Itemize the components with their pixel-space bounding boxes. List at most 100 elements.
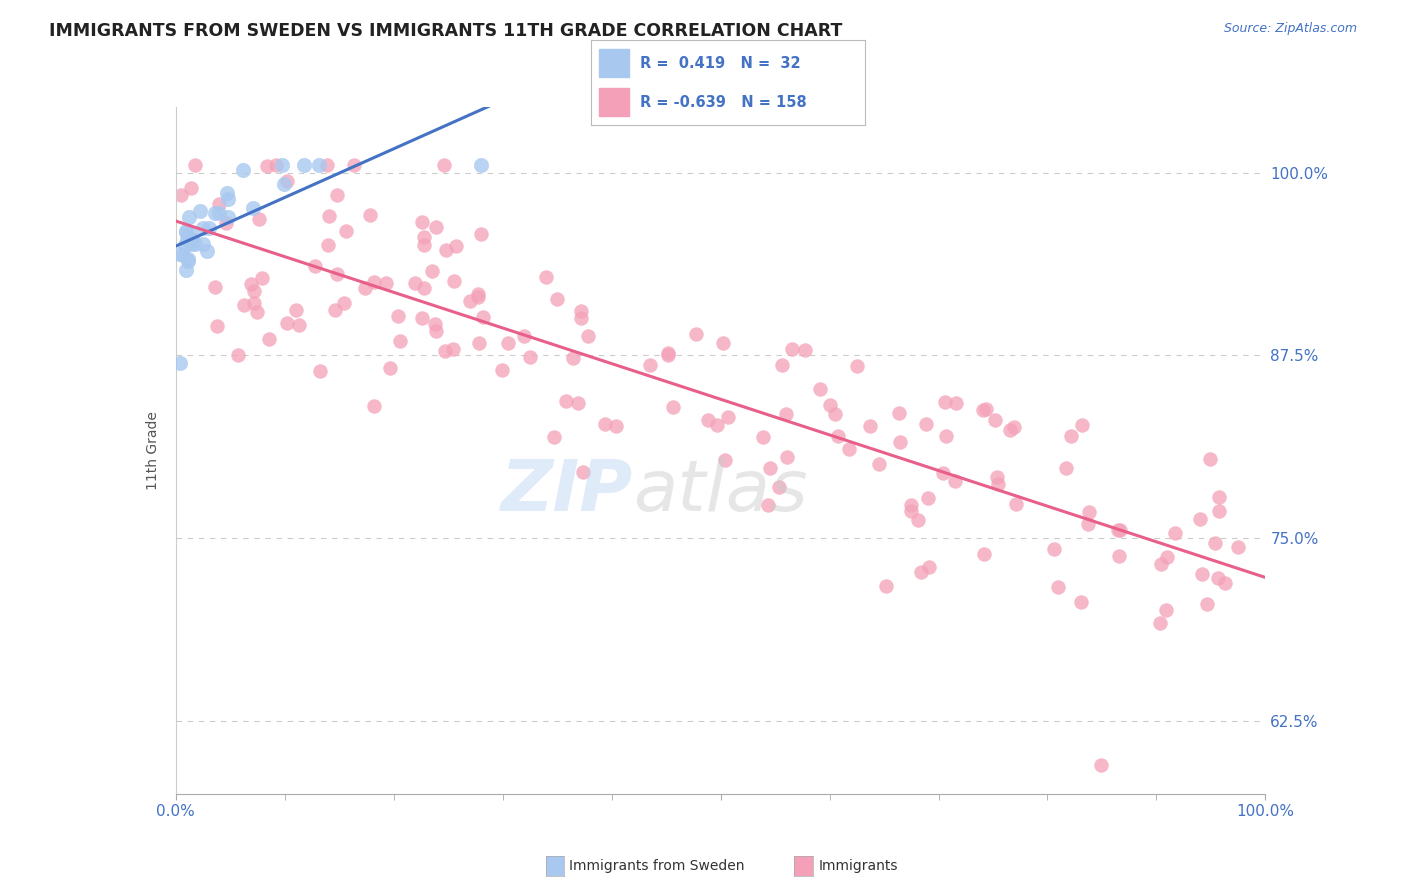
Point: [662, 400, 685, 414]
Point: [226, 348, 249, 362]
Point: [181, 233, 204, 247]
Point: [411, 215, 433, 229]
Point: [387, 309, 409, 323]
Point: [180, 232, 202, 246]
Point: [1070, 595, 1092, 609]
Point: [308, 159, 330, 173]
Point: [986, 476, 1008, 491]
Point: [433, 159, 456, 173]
Point: [1208, 504, 1230, 518]
Point: [413, 230, 436, 244]
Point: [974, 401, 997, 416]
Point: [875, 578, 897, 592]
Point: [270, 159, 292, 173]
Point: [1046, 580, 1069, 594]
Point: [889, 435, 911, 450]
Y-axis label: 11th Grade: 11th Grade: [146, 411, 160, 490]
Point: [411, 311, 433, 326]
Point: [467, 290, 489, 304]
Point: [204, 206, 226, 220]
Point: [657, 348, 679, 362]
Point: [388, 334, 411, 348]
Point: [233, 298, 256, 312]
Point: [571, 310, 593, 325]
Point: [1164, 526, 1187, 541]
Point: [935, 428, 957, 442]
Point: [215, 186, 238, 200]
Point: [276, 316, 298, 330]
Point: [1077, 517, 1099, 532]
Point: [472, 310, 495, 325]
Point: [1054, 460, 1077, 475]
Point: [1005, 497, 1028, 511]
Point: [932, 467, 955, 481]
Point: [433, 344, 456, 359]
Point: [420, 264, 443, 278]
Point: [900, 499, 922, 513]
Point: [177, 252, 200, 266]
Point: [917, 491, 939, 505]
Point: [467, 287, 489, 301]
Text: IMMIGRANTS FROM SWEDEN VS IMMIGRANTS 11TH GRADE CORRELATION CHART: IMMIGRANTS FROM SWEDEN VS IMMIGRANTS 11T…: [49, 22, 842, 40]
Point: [276, 174, 298, 188]
Point: [768, 480, 790, 494]
Point: [536, 269, 558, 284]
Point: [595, 417, 617, 431]
Point: [180, 181, 202, 195]
Point: [1060, 429, 1083, 443]
Point: [169, 356, 191, 370]
Point: [1109, 523, 1132, 537]
Point: [571, 465, 593, 479]
Point: [180, 236, 202, 251]
Point: [443, 274, 465, 288]
Point: [252, 271, 274, 285]
Point: [751, 430, 773, 444]
Point: [780, 342, 803, 356]
Point: [934, 395, 956, 409]
Point: [333, 296, 356, 310]
Point: [174, 225, 197, 239]
Point: [496, 336, 519, 351]
Point: [1042, 541, 1064, 556]
Point: [323, 303, 346, 318]
Point: [242, 295, 264, 310]
Point: [363, 399, 385, 413]
Point: [554, 393, 576, 408]
Point: [794, 343, 817, 357]
Point: [179, 227, 201, 242]
Point: [685, 326, 707, 341]
Point: [1227, 540, 1250, 554]
Point: [808, 382, 831, 396]
Point: [176, 233, 198, 247]
Point: [1149, 616, 1171, 631]
Point: [425, 220, 447, 235]
Point: [304, 259, 326, 273]
Point: [198, 221, 221, 235]
Point: [378, 361, 401, 376]
Point: [1071, 417, 1094, 432]
Point: [413, 238, 436, 252]
Point: [256, 159, 278, 173]
Point: [179, 211, 201, 225]
Point: [846, 359, 869, 373]
Point: [519, 350, 541, 364]
Point: [696, 412, 718, 426]
Point: [174, 225, 197, 239]
Point: [973, 547, 995, 561]
Point: [316, 159, 339, 173]
Point: [316, 238, 339, 252]
Point: [441, 342, 464, 356]
Point: [354, 281, 377, 295]
Point: [998, 423, 1021, 437]
Point: [470, 159, 492, 173]
Point: [191, 221, 214, 235]
Point: [900, 504, 922, 518]
Point: [561, 351, 583, 365]
Point: [217, 211, 239, 225]
Point: [363, 276, 385, 290]
Point: [546, 292, 568, 306]
Point: [173, 238, 195, 252]
Point: [887, 407, 910, 421]
Point: [195, 244, 218, 258]
Point: [242, 202, 264, 216]
